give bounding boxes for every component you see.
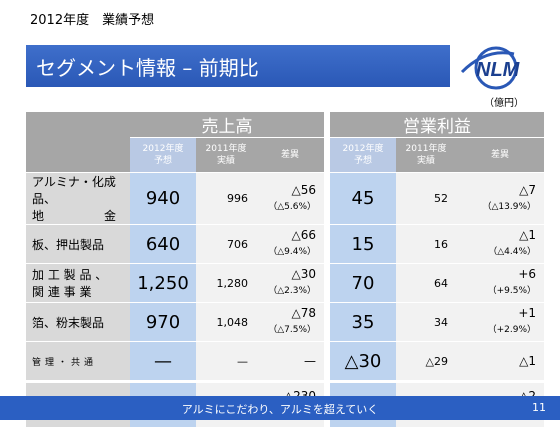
profit-forecast-cell: 70: [330, 264, 396, 303]
row-label: 箔、粉末製品: [26, 303, 130, 342]
sales-actual-cell: —: [196, 342, 256, 381]
title-bar: セグメント情報 – 前期比: [26, 45, 450, 87]
gap-cell: [324, 225, 330, 264]
slide-title: セグメント情報 – 前期比: [36, 56, 259, 80]
profit-header: 営業利益: [330, 112, 545, 138]
table-row: 加 工 製 品 、関 連 事 業 1,250 1,280 △30 （△2.3%） 70 64…: [26, 264, 545, 303]
segment-table: 売上高 営業利益 2012年度 予想 2011年度 実績 差異 2012年度 予想 2…: [26, 112, 545, 428]
row-label: 板、押出製品: [26, 225, 130, 264]
page-number: 11: [532, 401, 546, 414]
profit-actual-cell: 64: [396, 264, 456, 303]
sales-diff-cell-value: △56: [291, 182, 317, 197]
table-row: アルミナ・化成品、地 金 940 996 △56 （△5.6%） 45 52 △7 （△13.9…: [26, 173, 545, 225]
profit-diff-header: 差異: [456, 138, 545, 173]
sales-diff-cell: △66 （△9.4%）: [256, 225, 324, 264]
actual-line1: 2011年度: [405, 144, 447, 154]
sales-diff-cell-pct: （△7.5%）: [268, 325, 316, 335]
gap-cell: [324, 342, 330, 381]
sales-actual-cell: 706: [196, 225, 256, 264]
profit-forecast-header: 2012年度 予想: [330, 138, 396, 173]
sales-actual-cell: 1,048: [196, 303, 256, 342]
sales-actual-header: 2011年度 実績: [196, 138, 256, 173]
profit-forecast-cell: △30: [330, 342, 396, 381]
profit-diff-cell-value: △7: [519, 182, 537, 197]
profit-diff-cell: △1: [456, 342, 545, 381]
sales-diff-cell: △56 （△5.6%）: [256, 173, 324, 225]
profit-actual-cell: 34: [396, 303, 456, 342]
corner-cell: [26, 112, 130, 173]
profit-diff-cell: △1 （△4.4%）: [456, 225, 545, 264]
gap-cell: [324, 264, 330, 303]
profit-forecast-cell: 15: [330, 225, 396, 264]
sales-diff-cell-pct: （△5.6%）: [268, 201, 316, 212]
profit-forecast-cell: 35: [330, 303, 396, 342]
profit-diff-cell-value: +1: [518, 306, 537, 320]
actual-line1: 2011年度: [205, 144, 247, 154]
profit-diff-cell: +6 （+9.5%）: [456, 264, 545, 303]
footer-bar: アルミにこだわり、アルミを超えていく 11: [0, 396, 560, 420]
row-label: アルミナ・化成品、地 金: [26, 173, 130, 225]
sales-diff-cell: △78 （△7.5%）: [256, 303, 324, 342]
sales-header: 売上高: [130, 112, 324, 138]
company-logo: NLM: [460, 46, 521, 90]
profit-diff-cell: +1 （+2.9%）: [456, 303, 545, 342]
sales-forecast-cell: 1,250: [130, 264, 196, 303]
logo-text: NLM: [476, 59, 521, 81]
profit-diff-cell-pct: （△4.4%）: [488, 247, 537, 257]
sub-header-row: 2012年度 予想 2011年度 実績 差異 2012年度 予想 2011年度 実績 差…: [26, 138, 545, 173]
gap-cell: [324, 303, 330, 342]
sales-diff-cell: —: [256, 342, 324, 381]
profit-actual-cell: 52: [396, 173, 456, 225]
sales-diff-cell-pct: （△2.3%）: [268, 286, 316, 296]
footer-slogan: アルミにこだわり、アルミを超えていく: [181, 403, 379, 416]
profit-forecast-cell: 45: [330, 173, 396, 225]
profit-diff-cell-value: △1: [519, 353, 537, 368]
forecast-line2: 予想: [153, 156, 172, 166]
profit-diff-cell-pct: （+2.9%）: [487, 325, 537, 335]
profit-diff-cell-value: +6: [518, 267, 537, 281]
forecast-line2: 予想: [353, 156, 372, 166]
profit-actual-header: 2011年度 実績: [396, 138, 456, 173]
profit-actual-cell: △29: [396, 342, 456, 381]
sales-actual-cell: 1,280: [196, 264, 256, 303]
sales-forecast-cell: 970: [130, 303, 196, 342]
forecast-line1: 2012年度: [342, 144, 384, 154]
forecast-line1: 2012年度: [142, 144, 184, 154]
sales-forecast-cell: 640: [130, 225, 196, 264]
unit-label: （億円）: [484, 98, 524, 109]
profit-actual-cell: 16: [396, 225, 456, 264]
profit-diff-cell-pct: （+9.5%）: [487, 286, 537, 296]
sales-forecast-cell: 940: [130, 173, 196, 225]
table-row: 箔、粉末製品 970 1,048 △78 （△7.5%） 35 34 +1 （+2.9%）: [26, 303, 545, 342]
profit-diff-cell-value: △1: [519, 228, 537, 242]
group-header-row: 売上高 営業利益: [26, 112, 545, 173]
actual-line2: 実績: [216, 156, 235, 166]
sales-forecast-header: 2012年度 予想: [130, 138, 196, 173]
sales-diff-cell-pct: （△9.4%）: [268, 247, 316, 257]
sales-forecast-cell: —: [130, 342, 196, 381]
sales-diff-cell-value: △30: [291, 267, 317, 281]
sales-actual-cell: 996: [196, 173, 256, 225]
row-label: 加 工 製 品 、関 連 事 業: [26, 264, 130, 303]
actual-line2: 実績: [416, 156, 435, 166]
table-row: 管理・共通 — — — △30 △29 △1: [26, 342, 545, 381]
gap-cell: [324, 173, 330, 225]
sales-diff-cell-value: —: [304, 353, 316, 368]
sales-diff-cell: △30 （△2.3%）: [256, 264, 324, 303]
table-row: 板、押出製品 640 706 △66 （△9.4%） 15 16 △1 （△4.4%）: [26, 225, 545, 264]
sales-diff-cell-value: △66: [291, 228, 317, 242]
profit-diff-cell-pct: （△13.9%）: [482, 201, 537, 212]
sales-diff-cell-value: △78: [291, 306, 317, 320]
sales-diff-header: 差異: [256, 138, 324, 173]
fiscal-year-label: 2012年度 業績予想: [30, 13, 155, 28]
row-label: 管理・共通: [26, 342, 130, 381]
profit-diff-cell: △7 （△13.9%）: [456, 173, 545, 225]
